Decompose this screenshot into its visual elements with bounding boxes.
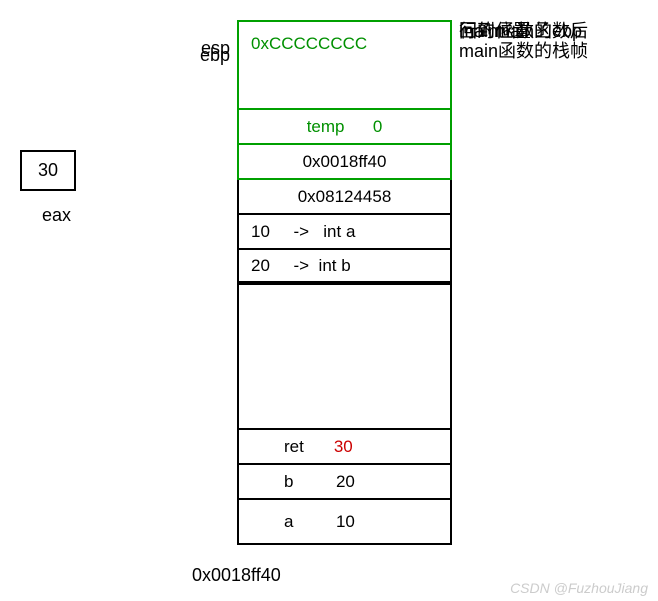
- cell-gap: [237, 285, 452, 430]
- eax-value: 30: [38, 160, 58, 180]
- watermark: CSDN @FuzhouJiang: [510, 580, 648, 596]
- cell-var-b: b 20: [237, 465, 452, 500]
- cell-arg-a: 10 -> int a 行的位置: [237, 215, 452, 250]
- ret-value: 30: [334, 437, 353, 457]
- var-a-text: a 10: [284, 512, 355, 532]
- cell-cccc: 0xCCCCCCCC: [237, 20, 452, 110]
- eax-label: eax: [42, 205, 71, 226]
- temp-text: temp 0: [307, 117, 383, 137]
- cell-ret: ret 30: [237, 430, 452, 465]
- label-ret-desc2: 行的位置: [459, 22, 658, 42]
- saved-ebp-text: 0x0018ff40: [303, 152, 387, 172]
- cell-var-a: a 10 ebp main函数的栈帧: [237, 500, 452, 545]
- ret-addr-text: 0x08124458: [298, 187, 392, 207]
- arg-a-text: 10 -> int a: [251, 222, 355, 242]
- bottom-address: 0x0018ff40: [192, 565, 281, 586]
- label-ebp: ebp: [200, 45, 230, 66]
- arg-b-text: 20 -> int b: [251, 256, 351, 276]
- cell-ret-addr: 0x08124458 回到main函数后: [237, 180, 452, 215]
- cell-arg-b: 20 -> int b esp: [237, 250, 452, 285]
- stack-diagram: 0xCCCCCCCC temp 0 0x0018ff40 main函数的ebp …: [237, 20, 452, 545]
- eax-box: 30: [20, 150, 76, 191]
- cccc-text: 0xCCCCCCCC: [251, 34, 367, 54]
- var-b-text: b 20: [284, 472, 355, 492]
- cell-saved-ebp: 0x0018ff40 main函数的ebp: [237, 145, 452, 180]
- ret-label: ret: [284, 437, 304, 457]
- label-main-frame: main函数的栈帧: [459, 42, 658, 62]
- cell-temp: temp 0: [237, 110, 452, 145]
